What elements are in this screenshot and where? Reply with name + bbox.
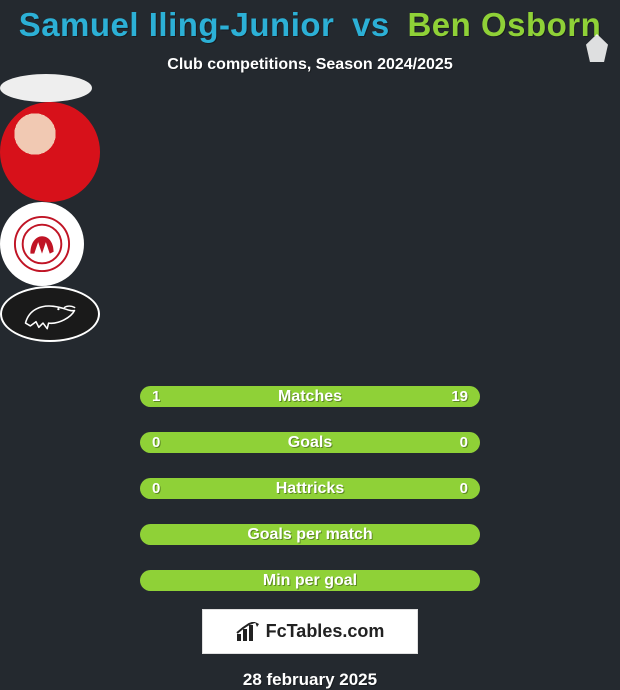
stats-panel: Matches119Goals00Hattricks00Goals per ma… — [0, 386, 620, 591]
club-left-crest — [0, 202, 84, 286]
stat-value-left: 1 — [152, 386, 160, 407]
stat-value-left: 0 — [152, 478, 160, 499]
stat-row: Hattricks0 0 — [140, 478, 480, 499]
brand-box: FcTables.com — [202, 609, 418, 654]
title-player-left: Samuel Iling-Junior — [19, 6, 335, 43]
stat-label: Matches — [140, 386, 480, 407]
comparison-title: Samuel Iling-Junior vs Ben Osborn — [0, 0, 620, 44]
brand-text: FcTables.com — [266, 621, 385, 642]
stat-value-left: 0 — [152, 432, 160, 453]
title-player-right: Ben Osborn — [407, 6, 601, 43]
stat-label: Hattricks — [140, 478, 480, 499]
brand-bars-icon — [236, 622, 260, 642]
stat-row: Goals per match — [140, 524, 480, 545]
title-vs: vs — [352, 6, 390, 43]
stat-label: Goals — [140, 432, 480, 453]
club-right-crest-icon — [15, 296, 85, 332]
stat-row: Min per goal — [140, 570, 480, 591]
player-left-photo — [0, 74, 92, 102]
stat-label: Min per goal — [140, 570, 480, 591]
club-right-crest — [0, 286, 100, 342]
stat-value-right: 19 — [451, 386, 468, 407]
stat-value-right: 0 — [460, 478, 468, 499]
stat-value-right: 0 — [460, 432, 468, 453]
stat-row: Goals0 0 — [140, 432, 480, 453]
subtitle: Club competitions, Season 2024/2025 — [0, 56, 620, 74]
footer-date: 28 february 2025 — [0, 670, 620, 690]
stat-label: Goals per match — [140, 524, 480, 545]
club-left-crest-icon — [13, 215, 71, 273]
player-right-photo — [0, 102, 100, 202]
stat-row: Matches1 19 — [140, 386, 480, 407]
